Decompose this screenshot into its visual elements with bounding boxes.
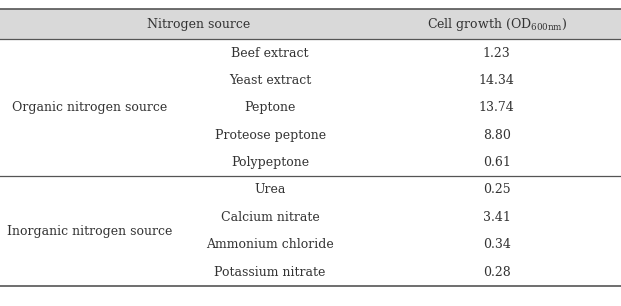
Text: Peptone: Peptone [245,101,296,114]
Text: Polypeptone: Polypeptone [231,156,309,169]
Text: Urea: Urea [255,184,286,196]
Text: 0.25: 0.25 [483,184,510,196]
Text: Ammonium chloride: Ammonium chloride [206,238,334,251]
Text: 13.74: 13.74 [479,101,515,114]
Text: Nitrogen source: Nitrogen source [147,18,250,31]
Bar [0,9,621,39]
Text: 0.28: 0.28 [483,266,510,279]
Text: 14.34: 14.34 [479,74,515,87]
Text: 1.23: 1.23 [483,47,510,59]
Text: Cell growth (OD$_{\mathregular{600nm}}$): Cell growth (OD$_{\mathregular{600nm}}$) [427,16,567,33]
Text: Potassium nitrate: Potassium nitrate [214,266,326,279]
Text: Organic nitrogen source: Organic nitrogen source [12,101,168,114]
Text: Beef extract: Beef extract [232,47,309,59]
Text: Calcium nitrate: Calcium nitrate [220,211,320,224]
Text: 3.41: 3.41 [483,211,510,224]
Text: Proteose peptone: Proteose peptone [215,129,325,142]
Text: Yeast extract: Yeast extract [229,74,311,87]
Text: 0.61: 0.61 [483,156,510,169]
Text: 0.34: 0.34 [483,238,510,251]
Text: Inorganic nitrogen source: Inorganic nitrogen source [7,225,173,237]
Text: 8.80: 8.80 [483,129,510,142]
